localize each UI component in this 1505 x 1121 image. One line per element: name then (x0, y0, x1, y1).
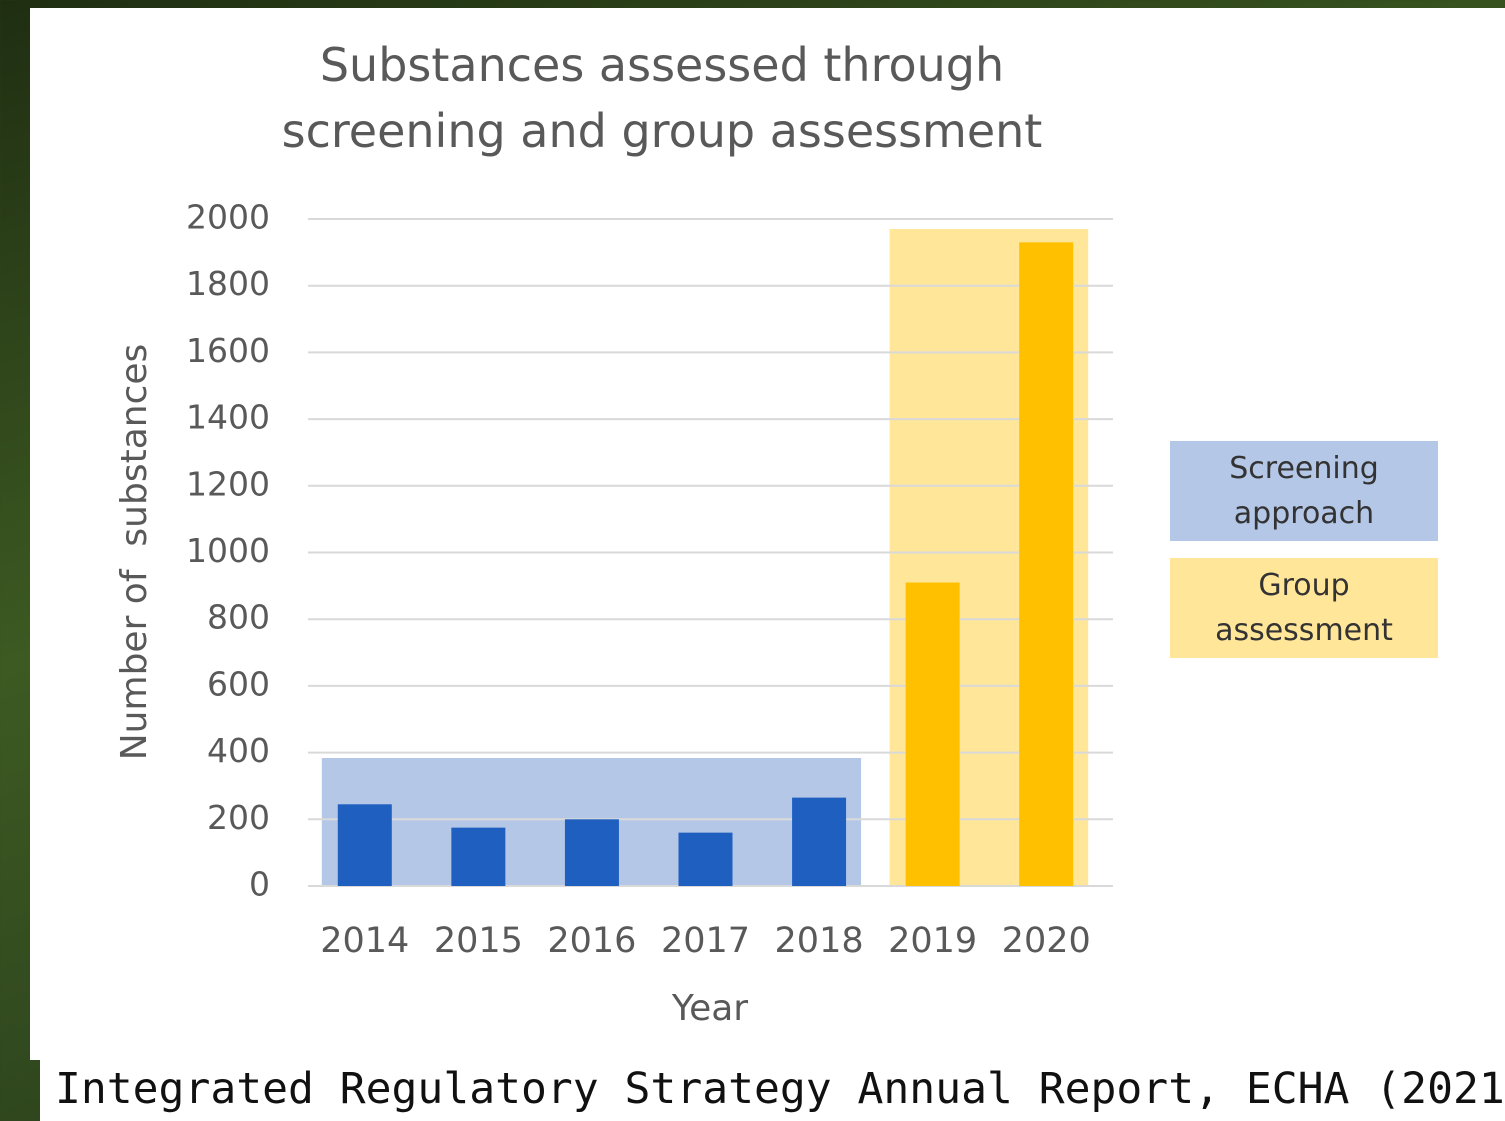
bar (905, 582, 960, 886)
y-tick-label: 1800 (186, 264, 270, 303)
bar (678, 832, 733, 886)
x-axis-title: Year (671, 988, 748, 1029)
y-tick-label: 1000 (186, 531, 270, 570)
legend-label: Screening approach (1229, 451, 1379, 531)
y-tick-label: 400 (207, 731, 270, 770)
bar (792, 797, 847, 886)
legend-swatch (1170, 441, 1438, 541)
y-tick-label: 1600 (186, 331, 270, 370)
y-tick-label: 1400 (186, 398, 270, 437)
y-axis-title: Number of substances (114, 344, 155, 761)
x-tick-label: 2015 (434, 921, 523, 961)
x-tick-label: 2018 (775, 921, 864, 961)
legend-label: Group assessment (1215, 568, 1393, 648)
y-tick-label: 600 (207, 664, 270, 703)
x-tick-label: 2017 (661, 921, 750, 961)
bar (1019, 242, 1074, 887)
x-tick-label: 2014 (320, 921, 409, 961)
x-tick-label: 2016 (547, 921, 636, 961)
bar (564, 819, 619, 886)
y-tick-label: 800 (207, 598, 270, 637)
x-tick-label: 2020 (1002, 921, 1091, 961)
y-tick-label: 1200 (186, 464, 270, 503)
y-tick-label: 0 (249, 865, 270, 904)
bar (337, 804, 392, 886)
y-tick-label: 2000 (186, 198, 270, 237)
chart-title: Substances assessed through screening an… (281, 38, 1043, 158)
legend-swatch (1170, 558, 1438, 658)
caption: Integrated Regulatory Strategy Annual Re… (55, 1064, 1505, 1114)
bar (451, 827, 506, 886)
caption-strip (40, 1060, 1505, 1121)
y-tick-label: 200 (207, 798, 270, 837)
x-tick-label: 2019 (888, 921, 977, 961)
